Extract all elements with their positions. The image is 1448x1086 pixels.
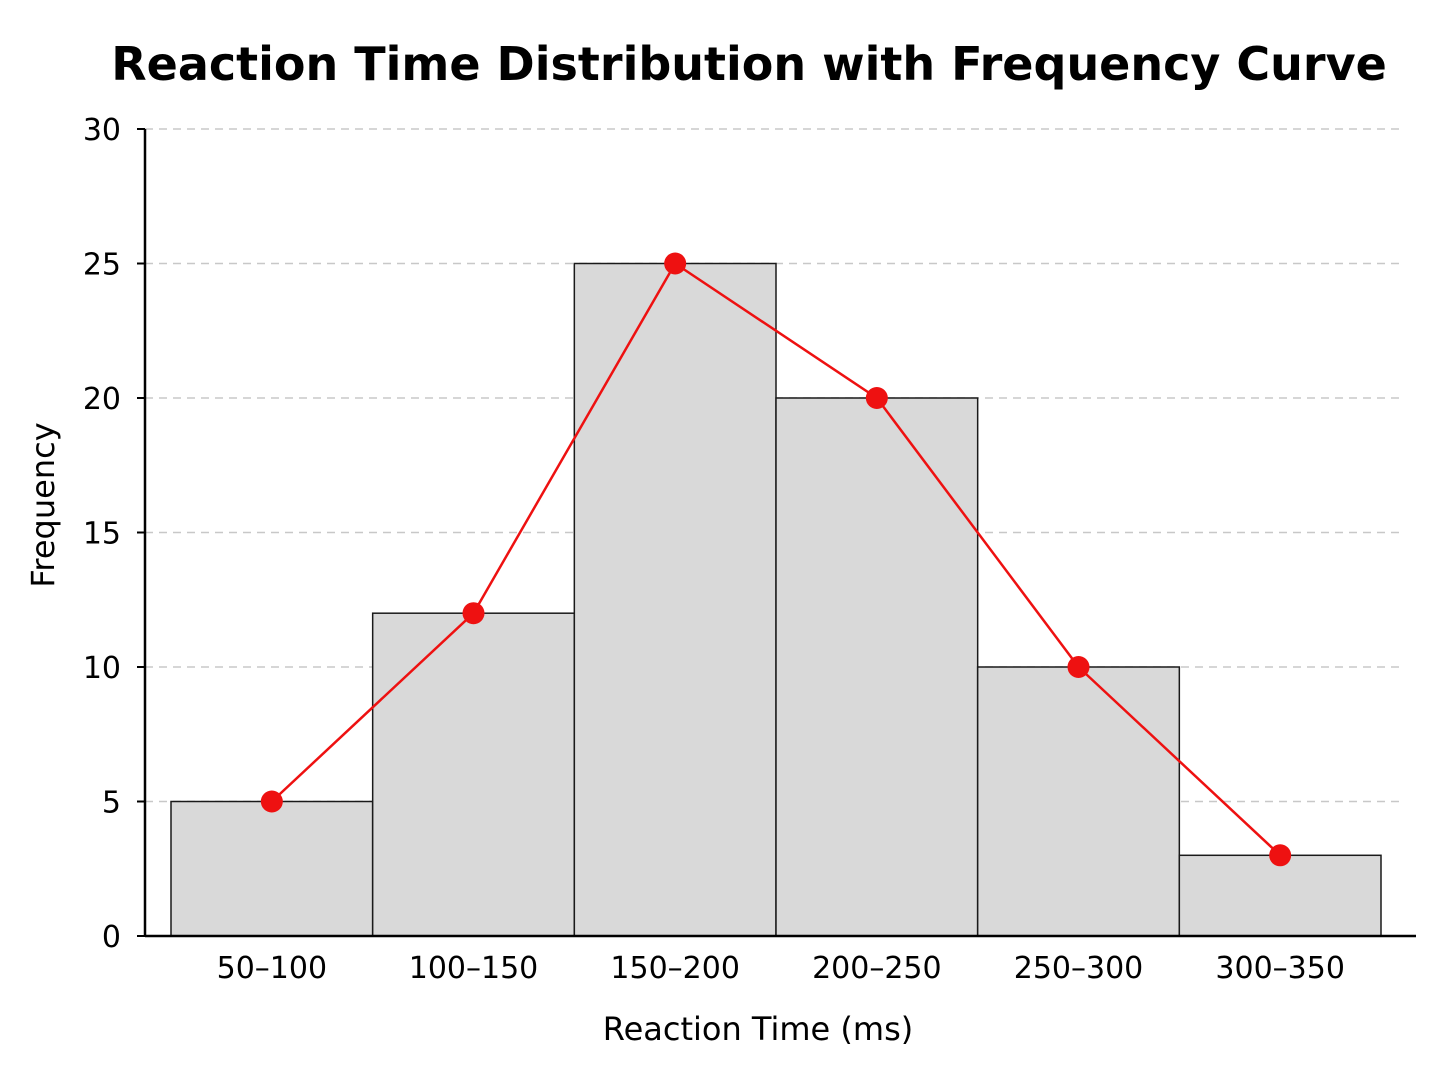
y-tick-label: 20: [83, 382, 121, 417]
y-tick-label: 10: [83, 651, 121, 686]
frequency-curve-point-4: [865, 387, 888, 409]
histogram-bar-4: [775, 397, 979, 937]
frequency-curve-line: [270, 262, 1282, 857]
y-tick-label: 25: [83, 248, 121, 283]
frequency-curve-point-3: [664, 252, 687, 275]
y-tick-label: 5: [102, 786, 121, 821]
histogram-bar-1: [170, 800, 374, 937]
histogram-bar-2: [371, 612, 576, 937]
x-tick-label: 50–100: [217, 951, 327, 986]
x-axis-title: Reaction Time (ms): [603, 1010, 913, 1048]
y-tick-label: 15: [83, 517, 121, 552]
chart-title: Reaction Time Distribution with Frequenc…: [111, 37, 1387, 91]
x-tick-label: 300–350: [1215, 951, 1345, 986]
frequency-curve-point-5: [1067, 656, 1090, 678]
histogram-bar-3: [573, 262, 777, 937]
y-tick-label: 30: [83, 113, 121, 148]
x-tick-label: 100–150: [409, 951, 539, 986]
x-tick-label: 150–200: [610, 951, 740, 986]
histogram-bar-5: [976, 666, 1181, 937]
y-axis-title: Frequency: [24, 422, 62, 587]
frequency-curve-point-6: [1269, 844, 1292, 867]
frequency-curve-point-2: [462, 602, 485, 625]
frequency-curve-layer: [260, 252, 1292, 867]
axis-layer: [137, 128, 1416, 938]
tick-label-layer: 0 5 10 15 20 25 30 50–100 100–150 150–200 200–250 2…: [83, 113, 1345, 986]
x-tick-label: 250–300: [1014, 951, 1144, 986]
frequency-curve-point-1: [260, 790, 283, 813]
x-tick-label: 200–250: [812, 951, 942, 986]
histogram-bar-6: [1178, 854, 1382, 937]
y-tick-label: 0: [102, 920, 121, 955]
bar-layer: [170, 262, 1382, 937]
